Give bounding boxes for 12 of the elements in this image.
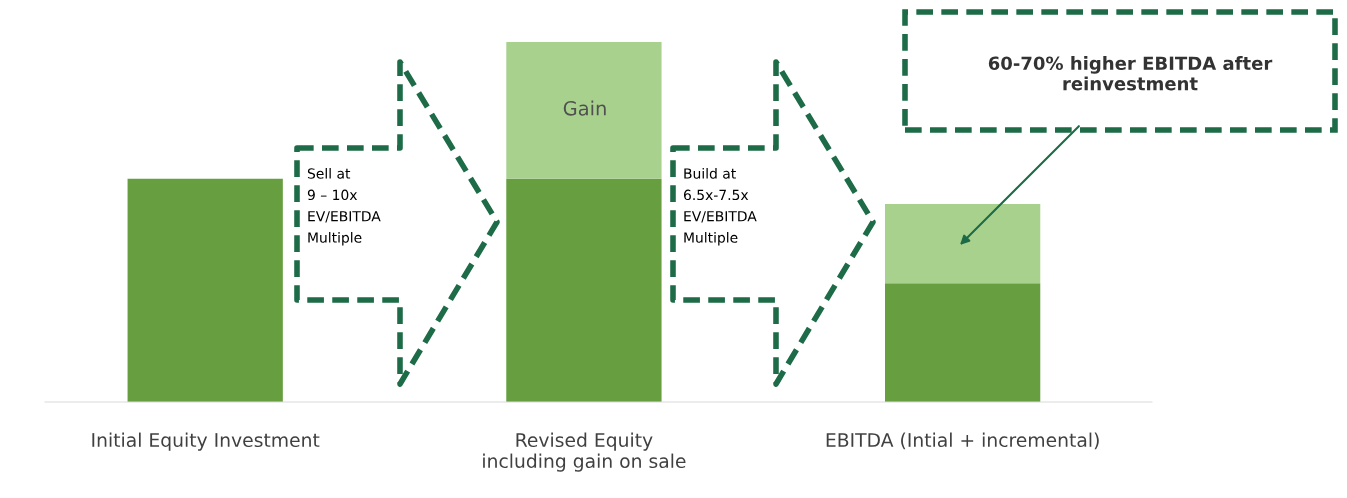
annotation: Gain [563, 100, 606, 116]
bar [506, 178, 662, 402]
bar [885, 283, 1041, 402]
x-tick-label: Initial Equity Investment [92, 432, 320, 451]
x-tick-label: EBITDA (Intial + incremental) [826, 432, 1099, 450]
bar [127, 178, 283, 402]
bar [885, 204, 1041, 284]
annotation: Sell at 9 – 10x EV/EBITDA Multiple [307, 168, 381, 246]
annotation: Build at 6.5x-7.5x EV/EBITDA Multiple [683, 168, 757, 246]
x-tick-label: Revised Equity including gain on sale [483, 432, 686, 472]
annotation: 60-70% higher EBITDA after reinvestment [988, 56, 1273, 91]
bar [506, 42, 662, 179]
